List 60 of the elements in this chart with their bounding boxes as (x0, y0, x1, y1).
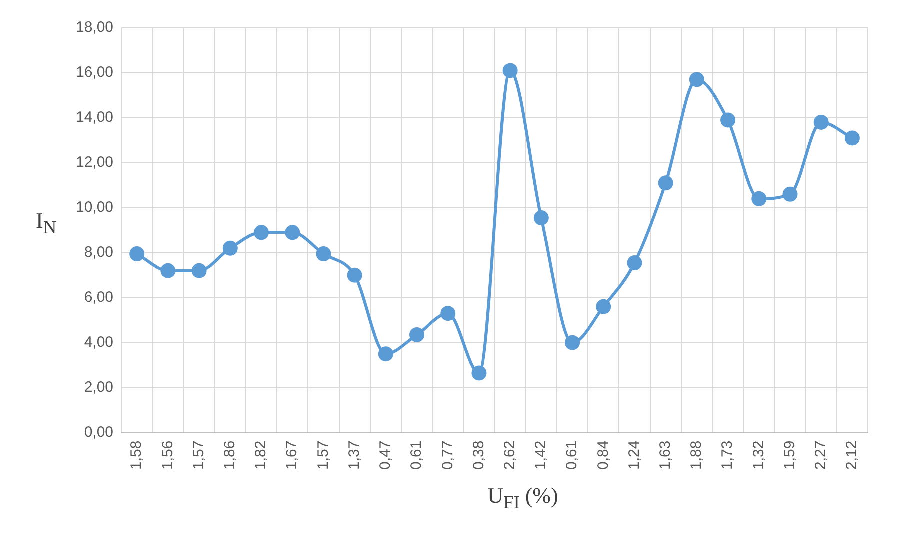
point (502, 63, 518, 78)
x-tick-label: 1,63 (656, 440, 674, 470)
y-tick-label: 18,00 (76, 19, 114, 36)
point (378, 346, 394, 362)
x-tick-label: 1,42 (532, 440, 550, 470)
y-tick-label: 14,00 (76, 109, 114, 126)
point (222, 240, 238, 256)
x-tick-label: 2,12 (844, 440, 861, 470)
point (440, 306, 456, 322)
point (347, 268, 362, 283)
x-tick-label: 1,86 (222, 440, 239, 470)
y-tick-label: 12,00 (76, 154, 114, 172)
point (596, 299, 612, 314)
point (658, 176, 674, 191)
x-tick-label: 2,62 (501, 440, 518, 470)
point (565, 335, 580, 350)
x-tick-label: 1,24 (626, 440, 643, 470)
point (130, 246, 145, 262)
point (316, 246, 332, 262)
y-tick-label: 6,00 (84, 289, 114, 306)
x-tick-label: 1,32 (750, 440, 768, 470)
y-tick-label: 10,00 (76, 199, 114, 216)
point (410, 327, 425, 342)
x-tick-label: 1,82 (252, 440, 270, 470)
point (782, 186, 798, 202)
point (627, 256, 642, 271)
point (192, 263, 207, 278)
x-tick-label: 0,77 (439, 440, 456, 470)
point (534, 210, 549, 226)
x-tick-label: 2,27 (812, 440, 830, 470)
y-tick-label: 0,00 (84, 424, 114, 441)
y-tick-label: 4,00 (84, 334, 114, 351)
point (254, 225, 269, 240)
x-tick-label: 0,84 (594, 440, 612, 470)
x-tick-label: 1,57 (190, 440, 208, 470)
y-tick-label: 16,00 (76, 64, 114, 82)
point (285, 225, 300, 240)
point (160, 263, 176, 278)
x-tick-label: 1,56 (159, 440, 176, 470)
x-tick-label: 1,88 (688, 440, 706, 470)
x-tick-label: 1,59 (781, 440, 798, 470)
x-tick-label: 0,38 (470, 440, 488, 470)
point (720, 112, 736, 128)
y-tick-label: 2,00 (84, 378, 114, 396)
x-tick-label: 0,47 (377, 440, 394, 470)
point (472, 366, 487, 381)
point (689, 72, 704, 88)
x-tick-label: 1,37 (346, 440, 363, 470)
y-axis-title: I$_{N}$ (36, 208, 57, 238)
x-tick-label: 1,67 (284, 440, 301, 470)
x-tick-label: 0,61 (564, 440, 581, 470)
x-axis-title: U$_{FI}$ (%) (486, 483, 560, 514)
point (752, 191, 767, 206)
point (844, 130, 860, 146)
x-tick-label: 1,73 (719, 440, 736, 470)
x-tick-label: 0,61 (408, 440, 426, 470)
x-tick-label: 1,58 (128, 440, 146, 470)
point (814, 114, 829, 130)
y-tick-label: 8,00 (84, 244, 114, 262)
x-tick-label: 1,57 (314, 440, 332, 470)
